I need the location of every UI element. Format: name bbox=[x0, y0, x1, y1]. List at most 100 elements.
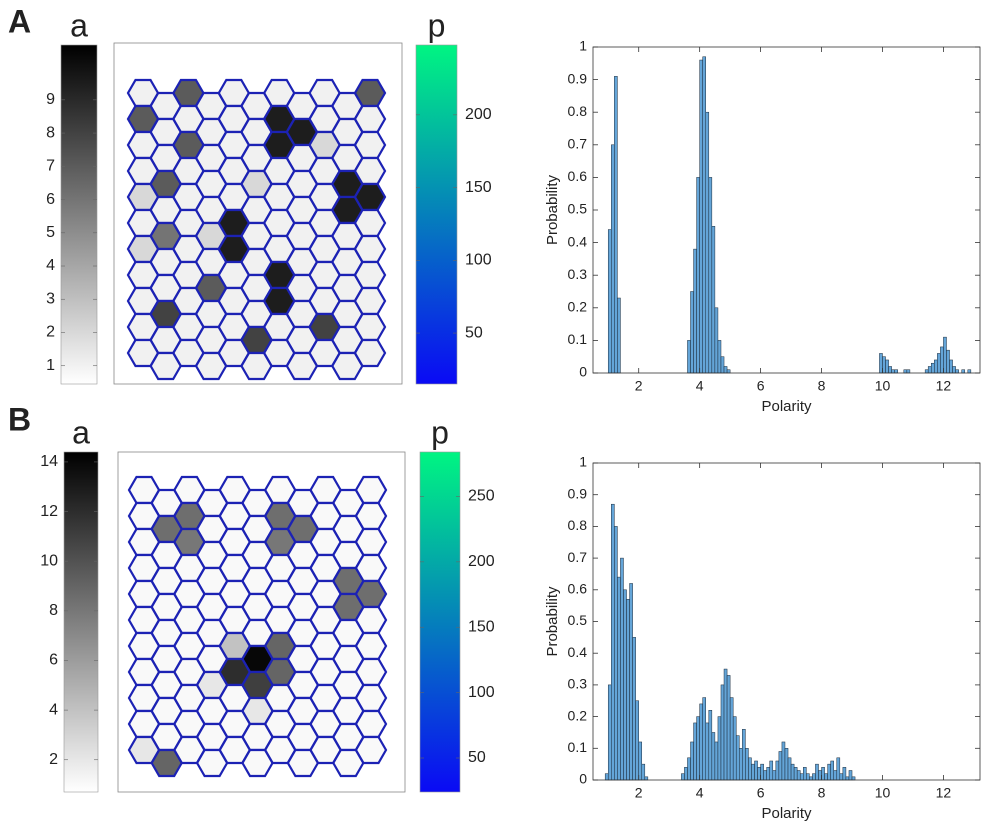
bar bbox=[684, 767, 688, 781]
colorbar-tick-label: 50 bbox=[465, 324, 483, 341]
cell bbox=[354, 631, 388, 661]
bar bbox=[824, 773, 828, 781]
y-tick-label: 0.4 bbox=[568, 233, 588, 249]
bar bbox=[617, 297, 621, 374]
cell bbox=[354, 501, 388, 531]
x-tick-label: 4 bbox=[696, 785, 704, 801]
y-tick-label: 0.1 bbox=[568, 739, 588, 755]
bar bbox=[934, 359, 938, 374]
x-tick-label: 12 bbox=[936, 378, 952, 394]
colorbar bbox=[419, 451, 461, 793]
cell bbox=[353, 130, 387, 160]
bar bbox=[693, 722, 697, 781]
cell bbox=[353, 338, 387, 368]
y-tick-label: 0.8 bbox=[568, 103, 588, 119]
bar bbox=[702, 56, 706, 374]
bar bbox=[812, 773, 816, 781]
y-tick-label: 0.9 bbox=[568, 485, 588, 501]
y-tick-label: 0.6 bbox=[568, 168, 588, 184]
bar bbox=[796, 770, 801, 781]
cell bbox=[354, 735, 388, 765]
panel-label: A bbox=[8, 3, 31, 39]
bar bbox=[708, 177, 713, 374]
colorbar-tick-label: 3 bbox=[46, 290, 55, 307]
bar bbox=[833, 770, 838, 781]
y-tick-label: 0.4 bbox=[568, 644, 588, 660]
y-tick-label: 0.1 bbox=[568, 331, 588, 347]
bar bbox=[924, 369, 929, 374]
bar bbox=[745, 748, 749, 781]
x-axis-label: Polarity bbox=[761, 398, 812, 415]
bar bbox=[894, 369, 898, 374]
bar bbox=[784, 748, 789, 781]
bar bbox=[623, 589, 627, 781]
cell bbox=[353, 260, 387, 290]
bar bbox=[720, 684, 725, 781]
bar bbox=[927, 366, 932, 374]
colorbar-tick-label: 6 bbox=[49, 652, 58, 669]
bar bbox=[742, 729, 746, 781]
bar bbox=[705, 722, 710, 781]
colorbar-tick-label: 100 bbox=[465, 252, 492, 269]
bar bbox=[845, 776, 850, 781]
bar bbox=[937, 353, 941, 374]
bar bbox=[748, 757, 752, 781]
axes-box bbox=[592, 462, 981, 781]
bar bbox=[772, 770, 777, 781]
cell bbox=[354, 579, 388, 609]
x-tick-label: 6 bbox=[757, 785, 765, 801]
bar bbox=[720, 356, 725, 374]
bar bbox=[699, 703, 703, 781]
bar bbox=[940, 346, 944, 374]
bar bbox=[967, 369, 972, 374]
bar bbox=[735, 735, 740, 781]
bar bbox=[681, 773, 685, 781]
bar bbox=[760, 763, 764, 781]
colorbar-tick-label: 2 bbox=[46, 324, 55, 341]
bar bbox=[711, 226, 716, 374]
panel-label: B bbox=[8, 401, 31, 437]
x-tick-label: 6 bbox=[757, 378, 765, 394]
bar bbox=[882, 356, 886, 374]
y-tick-label: 1 bbox=[579, 38, 587, 54]
bar bbox=[687, 340, 691, 374]
bar bbox=[806, 773, 810, 781]
cell bbox=[354, 709, 388, 739]
y-tick-label: 0.2 bbox=[568, 707, 588, 723]
bar bbox=[739, 748, 743, 781]
bar bbox=[790, 763, 795, 781]
bar bbox=[827, 763, 831, 781]
bar bbox=[607, 684, 612, 781]
bar bbox=[635, 700, 639, 781]
cell bbox=[353, 234, 387, 264]
y-tick-label: 0.3 bbox=[568, 266, 588, 282]
bar bbox=[723, 366, 728, 374]
colorbar-tick-label: 250 bbox=[468, 488, 495, 505]
colorbar-tick-label: 8 bbox=[49, 602, 58, 619]
bar bbox=[690, 741, 694, 781]
cell bbox=[354, 683, 388, 713]
bar bbox=[903, 369, 908, 374]
axes-box bbox=[592, 46, 981, 374]
bar bbox=[851, 776, 856, 781]
y-tick-label: 0 bbox=[579, 771, 587, 787]
colorbar-title: a bbox=[70, 7, 88, 43]
colorbar-tick-label: 10 bbox=[40, 552, 58, 569]
cell bbox=[353, 286, 387, 316]
y-axis-label: Probability bbox=[544, 586, 561, 657]
bar bbox=[696, 716, 700, 781]
bar bbox=[611, 503, 615, 781]
bar bbox=[607, 229, 612, 374]
bar bbox=[723, 668, 728, 781]
x-tick-label: 8 bbox=[818, 785, 826, 801]
bar bbox=[799, 773, 804, 781]
colorbar-tick-label: 200 bbox=[468, 553, 495, 570]
bar bbox=[754, 760, 758, 781]
bar bbox=[778, 751, 783, 781]
bar bbox=[769, 760, 774, 781]
bar bbox=[879, 353, 883, 374]
cell bbox=[353, 156, 387, 186]
bar bbox=[632, 637, 636, 781]
bar bbox=[638, 741, 643, 781]
